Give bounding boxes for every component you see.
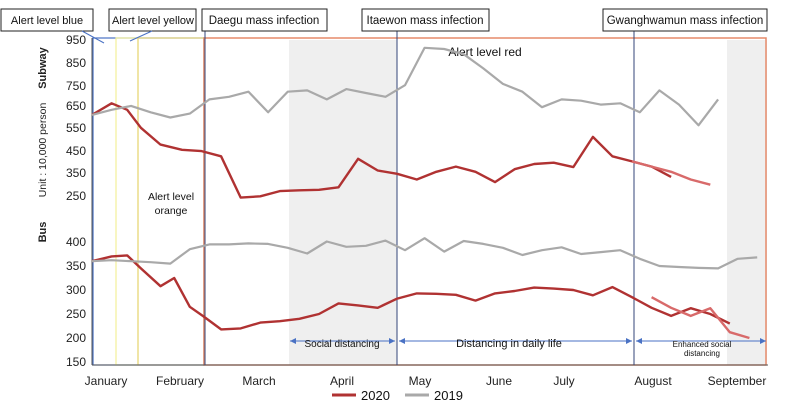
alert-orange-text-2: orange [155, 205, 188, 217]
alert-yellow-label: Alert level yellow [108, 8, 197, 32]
x-tick-june: June [486, 374, 512, 388]
y-tick-350-6: 350 [66, 166, 86, 180]
subway-series-2020 [91, 102, 672, 199]
x-tick-april: April [330, 374, 354, 388]
gwanghwamun-text: Gwanghwamun mass infection [607, 15, 764, 27]
subway-series-2019 [91, 46, 719, 127]
social-distancing-text: Social distancing [304, 339, 379, 350]
alert-blue-pointer [81, 30, 105, 44]
bus-axis-title: Bus [37, 222, 49, 243]
alert-yellow-pointer [129, 30, 153, 42]
alert-yellow-text: Alert level yellow [112, 15, 194, 27]
enhanced-text-2: distancing [684, 349, 720, 358]
bus-series-2020-latest-weeks- [651, 296, 750, 340]
alert-blue-text: Alert level blue [11, 15, 83, 27]
y-tick-950-0: 950 [66, 33, 86, 47]
legend-2020-label: 2020 [361, 388, 390, 403]
alert-blue-label: Alert level blue [0, 8, 94, 32]
y-tick-450-5: 450 [66, 144, 86, 158]
y-tick-550-4: 550 [66, 121, 86, 135]
x-tick-august: August [634, 374, 672, 388]
alert-red-box [203, 37, 767, 366]
daegu-text: Daegu mass infection [209, 15, 320, 27]
y-tick-400-8: 400 [66, 235, 86, 249]
social-distancing-shading [289, 40, 397, 365]
y-tick-250-11: 250 [66, 307, 86, 321]
x-tick-september: September [708, 374, 767, 388]
alert-yellow-box [115, 37, 139, 366]
enhanced-distancing-shading [727, 40, 767, 365]
itaewon-label: Itaewon mass infection [361, 8, 490, 32]
enhanced-text-1: Enhanced social [673, 340, 732, 349]
y-tick-200-12: 200 [66, 331, 86, 345]
daily-life-text: Distancing in daily life [456, 338, 562, 350]
social-distancing-arrow: Social distancing [290, 338, 395, 350]
enhanced-distancing-arrow: Enhanced social distancing [636, 338, 766, 358]
subway-axis-title: Subway [37, 46, 49, 88]
bus-series-2019 [91, 237, 758, 270]
x-tick-july: July [553, 374, 574, 388]
daegu-label: Daegu mass infection [201, 8, 328, 32]
y-tick-750-2: 750 [66, 79, 86, 93]
legend: 2020 2019 [332, 388, 463, 403]
bus-series-2020 [91, 254, 731, 331]
y-tick-150-13: 150 [66, 355, 86, 369]
x-tick-labels: January February March April May June July Augu… [85, 374, 767, 388]
x-tick-may: May [409, 374, 432, 388]
legend-2019-label: 2019 [434, 388, 463, 403]
x-tick-february: February [156, 374, 204, 388]
y-tick-250-7: 250 [66, 189, 86, 203]
x-tick-march: March [242, 374, 275, 388]
x-tick-january: January [85, 374, 128, 388]
itaewon-text: Itaewon mass infection [367, 15, 484, 27]
series-layer [91, 46, 758, 340]
unit-label: Unit : 10,000 person [37, 103, 49, 198]
subway-series-2020-latest-weeks- [631, 160, 711, 186]
alert-orange-text-1: Alert level [148, 191, 194, 203]
daily-life-arrow: Distancing in daily life [399, 338, 632, 350]
gwanghwamun-label: Gwanghwamun mass infection [602, 8, 768, 32]
y-tick-labels: 950 850 750 650 550 450 350 250 400 350 300 250 200 1… [66, 33, 86, 369]
y-tick-850-1: 850 [66, 56, 86, 70]
y-tick-650-3: 650 [66, 99, 86, 113]
y-tick-300-10: 300 [66, 283, 86, 297]
y-tick-350-9: 350 [66, 259, 86, 273]
